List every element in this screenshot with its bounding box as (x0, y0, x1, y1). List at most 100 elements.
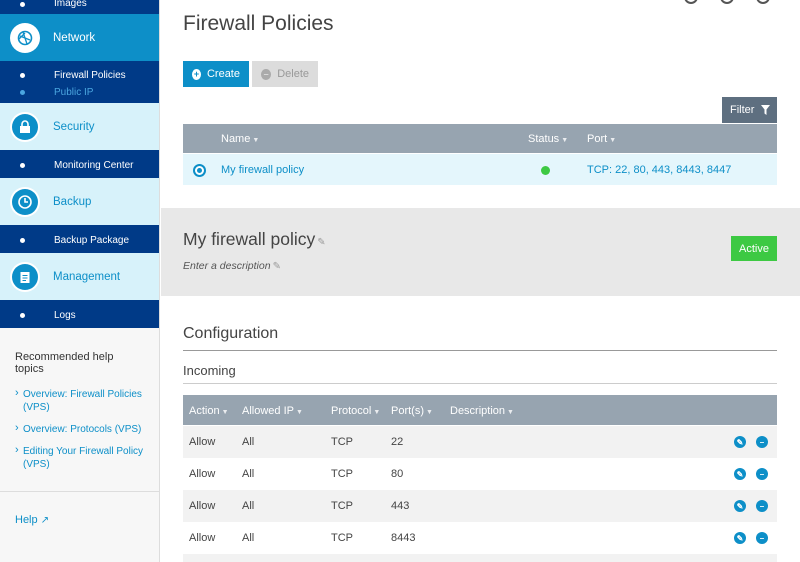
table-row: Allow All TCP 22 ✎ – (183, 426, 777, 458)
help-topics-title: Recommended help topics (15, 351, 114, 375)
clipboard-icon (12, 263, 38, 290)
bullet-icon (20, 90, 25, 95)
clock-icon (12, 188, 38, 215)
sidebar-section-backup[interactable]: Backup (0, 178, 159, 225)
divider (0, 491, 159, 492)
sidebar-section-security[interactable]: Security (0, 103, 159, 150)
submenu-network: Firewall Policies Public IP (0, 61, 159, 103)
policy-port: TCP: 22, 80, 443, 8443, 8447 (587, 164, 732, 176)
sidebar-item-logs[interactable]: Logs (0, 306, 159, 325)
section-label: Security (53, 120, 95, 133)
submenu-backup: Backup Package (0, 225, 159, 253)
bullet-icon (20, 163, 25, 168)
detail-title[interactable]: My firewall policy ✎ (183, 229, 326, 250)
description-field[interactable]: Enter a description ✎ (183, 260, 281, 272)
cell-allowed-ip: All (242, 532, 255, 544)
bullet-icon (20, 73, 25, 78)
top-toolbar (684, 0, 770, 4)
divider (183, 383, 777, 384)
sidebar: Images Network Firewall Policies Public … (0, 0, 160, 562)
column-header-ports[interactable]: Port(s) ▼ (391, 405, 433, 417)
section-title-incoming: Incoming (183, 363, 236, 378)
cell-action: Allow (189, 436, 216, 448)
create-button[interactable]: + Create (183, 61, 249, 87)
sidebar-item-label: Monitoring Center (54, 160, 134, 171)
divider (183, 350, 777, 351)
table-row (183, 554, 777, 562)
search-icon[interactable] (684, 0, 698, 4)
bullet-icon (20, 313, 25, 318)
main-content: Firewall Policies + Create – Delete Filt… (161, 0, 800, 562)
column-header-port[interactable]: Port ▼ (587, 133, 617, 145)
filter-button[interactable]: Filter (722, 97, 777, 123)
sidebar-section-network[interactable]: Network (0, 14, 159, 61)
policy-name[interactable]: My firewall policy (221, 164, 305, 176)
gear-icon[interactable] (720, 0, 734, 4)
user-icon[interactable] (756, 0, 770, 4)
cell-action: Allow (189, 468, 216, 480)
cell-allowed-ip: All (242, 468, 255, 480)
lock-icon (12, 113, 38, 140)
edit-icon[interactable]: ✎ (734, 500, 746, 512)
pencil-icon[interactable]: ✎ (272, 261, 281, 272)
minus-icon: – (261, 68, 272, 80)
column-header-protocol[interactable]: Protocol ▼ (331, 405, 381, 417)
column-header-action[interactable]: Action ▼ (189, 405, 229, 417)
cell-action: Allow (189, 500, 216, 512)
sidebar-item-monitoring-center[interactable]: Monitoring Center (0, 156, 159, 175)
table-row: Allow All TCP 443 ✎ – (183, 490, 777, 522)
row-radio[interactable] (193, 164, 206, 177)
create-label: Create (206, 68, 240, 80)
help-link[interactable]: Overview: Firewall Policies (VPS) (15, 387, 144, 414)
cell-ports: 80 (391, 468, 404, 480)
delete-label: Delete (277, 68, 309, 80)
remove-icon[interactable]: – (756, 532, 768, 544)
edit-icon[interactable]: ✎ (734, 436, 746, 448)
table-row: Allow All TCP 80 ✎ – (183, 458, 777, 490)
filter-label: Filter (730, 104, 755, 116)
table-row: Allow All TCP 8443 ✎ – (183, 522, 777, 554)
plus-icon: + (192, 68, 201, 80)
help-button[interactable]: Help ↗ (0, 492, 159, 548)
delete-button[interactable]: – Delete (252, 61, 318, 87)
cell-protocol: TCP (331, 436, 353, 448)
status-badge: Active (731, 236, 777, 261)
sidebar-item-label: Images (54, 0, 87, 9)
incoming-table-header: Action ▼ Allowed IP ▼ Protocol ▼ Port(s) ▼ D… (183, 395, 777, 425)
cell-ports: 443 (391, 500, 410, 512)
column-header-description[interactable]: Description ▼ (450, 405, 514, 417)
edit-icon[interactable]: ✎ (734, 468, 746, 480)
cell-protocol: TCP (331, 532, 353, 544)
policy-table-header: Name ▼ Status ▼ Port ▼ (183, 124, 777, 153)
column-header-allowed-ip[interactable]: Allowed IP ▼ (242, 405, 303, 417)
globe-icon (12, 24, 38, 51)
sidebar-item-images[interactable]: Images (0, 0, 159, 14)
submenu-images: Images (0, 0, 159, 14)
cell-action: Allow (189, 532, 216, 544)
help-link[interactable]: Editing Your Firewall Policy (VPS) (15, 444, 144, 471)
help-link[interactable]: Overview: Protocols (VPS) (15, 422, 144, 436)
section-label: Network (53, 31, 96, 44)
column-header-status[interactable]: Status ▼ (528, 133, 569, 145)
sidebar-item-backup-package[interactable]: Backup Package (0, 231, 159, 250)
sidebar-item-label: Public IP (54, 87, 94, 98)
sidebar-item-label: Firewall Policies (54, 70, 126, 81)
section-label: Backup (53, 195, 92, 208)
submenu-management: Logs (0, 300, 159, 328)
sidebar-item-public-ip[interactable]: Public IP (0, 85, 159, 100)
sidebar-item-firewall-policies[interactable]: Firewall Policies (0, 66, 159, 85)
edit-icon[interactable]: ✎ (734, 532, 746, 544)
remove-icon[interactable]: – (756, 436, 768, 448)
pencil-icon[interactable]: ✎ (317, 237, 326, 248)
remove-icon[interactable]: – (756, 500, 768, 512)
cell-allowed-ip: All (242, 500, 255, 512)
bullet-icon (20, 2, 25, 7)
column-header-name[interactable]: Name ▼ (221, 133, 260, 145)
bullet-icon (20, 238, 25, 243)
help-label: Help (15, 514, 38, 526)
cell-ports: 22 (391, 436, 404, 448)
table-row[interactable]: My firewall policy TCP: 22, 80, 443, 844… (183, 154, 777, 185)
sidebar-section-management[interactable]: Management (0, 253, 159, 300)
cell-allowed-ip: All (242, 436, 255, 448)
remove-icon[interactable]: – (756, 468, 768, 480)
